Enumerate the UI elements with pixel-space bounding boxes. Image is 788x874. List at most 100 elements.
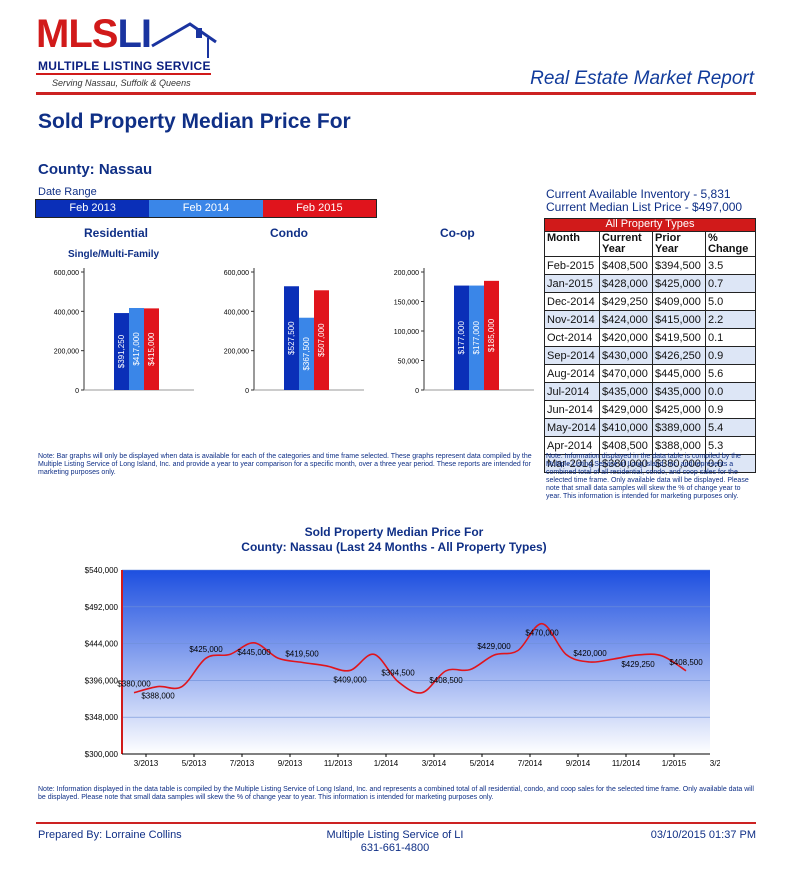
- table-cell: Oct-2014: [544, 328, 600, 347]
- footer-org: Multiple Listing Service of LI 631-661-4…: [250, 829, 540, 855]
- y-tick-label: 400,000: [54, 309, 79, 316]
- point-label: $470,000: [525, 629, 559, 638]
- x-tick-label: 1/2014: [374, 759, 399, 768]
- median-price-line-chart: $300,000 $348,000 $396,000 $444,000 $492,000…: [85, 566, 720, 768]
- county-label: County: Nassau: [38, 161, 153, 178]
- table-cell: $435,000: [652, 382, 706, 401]
- bar-value-label: $391,250: [117, 334, 126, 368]
- condo-title: Condo: [270, 226, 308, 240]
- table-cell: $394,500: [652, 256, 706, 275]
- table-row: Jun-2014 $429,000 $425,000 0.9: [544, 400, 756, 419]
- table-cell: Jan-2015: [544, 274, 600, 293]
- y-tick-label: 600,000: [54, 270, 79, 277]
- y-tick-label: $492,000: [85, 603, 119, 612]
- point-label: $388,000: [141, 692, 175, 701]
- logo-subtitle: MULTIPLE LISTING SERVICE: [38, 59, 211, 73]
- table-cell: Jun-2014: [544, 400, 600, 419]
- table-cell: 5.0: [705, 292, 756, 311]
- y-tick-label: 0: [415, 388, 419, 395]
- point-label: $429,250: [621, 660, 655, 669]
- line-chart-title: Sold Property Median Price For County: N…: [0, 525, 788, 555]
- point-label: $408,500: [669, 658, 703, 667]
- bar: [284, 286, 299, 390]
- line-chart-title-text: Sold Property Median Price For: [304, 525, 484, 539]
- bar-value-label: $177,000: [472, 321, 481, 355]
- page-title: Sold Property Median Price For: [38, 110, 351, 133]
- bar-value-label: $507,000: [317, 323, 326, 357]
- table-cell: Sep-2014: [544, 346, 600, 365]
- y-tick-label: 200,000: [54, 349, 79, 356]
- y-tick-label: $348,000: [85, 713, 119, 722]
- table-cell: $415,000: [652, 310, 706, 329]
- y-tick-label: $540,000: [85, 566, 119, 575]
- logo-text-blue: LI: [117, 12, 152, 56]
- plot-area: [122, 570, 710, 754]
- bar: [129, 307, 144, 390]
- table-row: Aug-2014 $470,000 $445,000 5.6: [544, 364, 756, 383]
- bar: [484, 280, 499, 390]
- table-cell: $428,000: [599, 274, 653, 293]
- table-cell: 5.3: [705, 436, 756, 455]
- table-cell: Apr-2014: [544, 436, 600, 455]
- x-tick-label: 1/2015: [662, 759, 687, 768]
- table-cell: $389,000: [652, 418, 706, 437]
- y-tick-label: 200,000: [224, 349, 249, 356]
- table-row: Apr-2014 $408,500 $388,000 5.3: [544, 436, 756, 455]
- table-cell: Nov-2014: [544, 310, 600, 329]
- y-tick-label: 200,000: [394, 270, 419, 277]
- y-tick-label: 0: [75, 388, 79, 395]
- table-cell: $420,000: [599, 328, 653, 347]
- table-cell: May-2014: [544, 418, 600, 437]
- table-cell: 0.7: [705, 274, 756, 293]
- x-tick-label: 9/2013: [278, 759, 303, 768]
- table-cell: Aug-2014: [544, 364, 600, 383]
- table-row: Mar-2014 $380,000 $380,000 0.0: [544, 454, 756, 473]
- x-tick-label: 11/2014: [612, 759, 641, 768]
- point-label: $425,000: [189, 645, 223, 654]
- table-cell: Feb-2015: [544, 256, 600, 275]
- line-chart-note: Note: Information displayed in the data …: [38, 786, 754, 801]
- table-cell: $435,000: [599, 382, 653, 401]
- y-tick-label: 600,000: [224, 270, 249, 277]
- table-cell: $419,500: [652, 328, 706, 347]
- table-cell: $409,000: [652, 292, 706, 311]
- table-note: Note: Information displayed in the data …: [546, 453, 749, 500]
- table-row: Oct-2014 $420,000 $419,500 0.1: [544, 328, 756, 347]
- y-tick-label: $300,000: [85, 750, 119, 759]
- prepared-by: Prepared By: Lorraine Collins: [38, 829, 182, 841]
- x-tick-label: 3/2014: [422, 759, 447, 768]
- footer-divider: [36, 822, 756, 824]
- table-cell: 0.9: [705, 346, 756, 365]
- date-range-period: Feb 2015: [262, 200, 376, 217]
- bar-value-label: $417,000: [132, 332, 141, 366]
- table-cell: $388,000: [652, 436, 706, 455]
- org-phone: 631-661-4800: [360, 842, 430, 854]
- point-label: $420,000: [573, 649, 607, 658]
- point-label: $445,000: [237, 648, 271, 657]
- y-tick-label: $396,000: [85, 676, 119, 685]
- bar-value-label: $527,500: [287, 321, 296, 355]
- point-label: $380,000: [117, 680, 151, 689]
- bar: [114, 313, 129, 390]
- org-name: Multiple Listing Service of LI: [326, 829, 464, 841]
- x-tick-label: 7/2013: [230, 759, 255, 768]
- table-header: Prior Year: [652, 231, 706, 257]
- residential-bar-chart: 0 200,000 400,000 600,000 $391,250 $417,000 $4…: [54, 268, 194, 395]
- series-line: [133, 622, 687, 694]
- y-tick-label: 0: [245, 388, 249, 395]
- bar: [144, 308, 159, 390]
- table-cell: $425,000: [652, 400, 706, 419]
- table-cell: $430,000: [599, 346, 653, 365]
- report-title: Real Estate Market Report: [530, 68, 754, 89]
- table-header: Month: [544, 231, 600, 257]
- house-roof-icon: [151, 22, 217, 58]
- table-row: Feb-2015 $408,500 $394,500 3.5: [544, 256, 756, 275]
- table-cell: $445,000: [652, 364, 706, 383]
- table-cell: 5.4: [705, 418, 756, 437]
- date-range-period: Feb 2013: [36, 200, 150, 217]
- current-inventory: Current Available Inventory - 5,831: [546, 187, 731, 201]
- table-cell: $426,250: [652, 346, 706, 365]
- bar-value-label: $415,000: [147, 332, 156, 366]
- table-cell: Jul-2014: [544, 382, 600, 401]
- bar: [299, 317, 314, 390]
